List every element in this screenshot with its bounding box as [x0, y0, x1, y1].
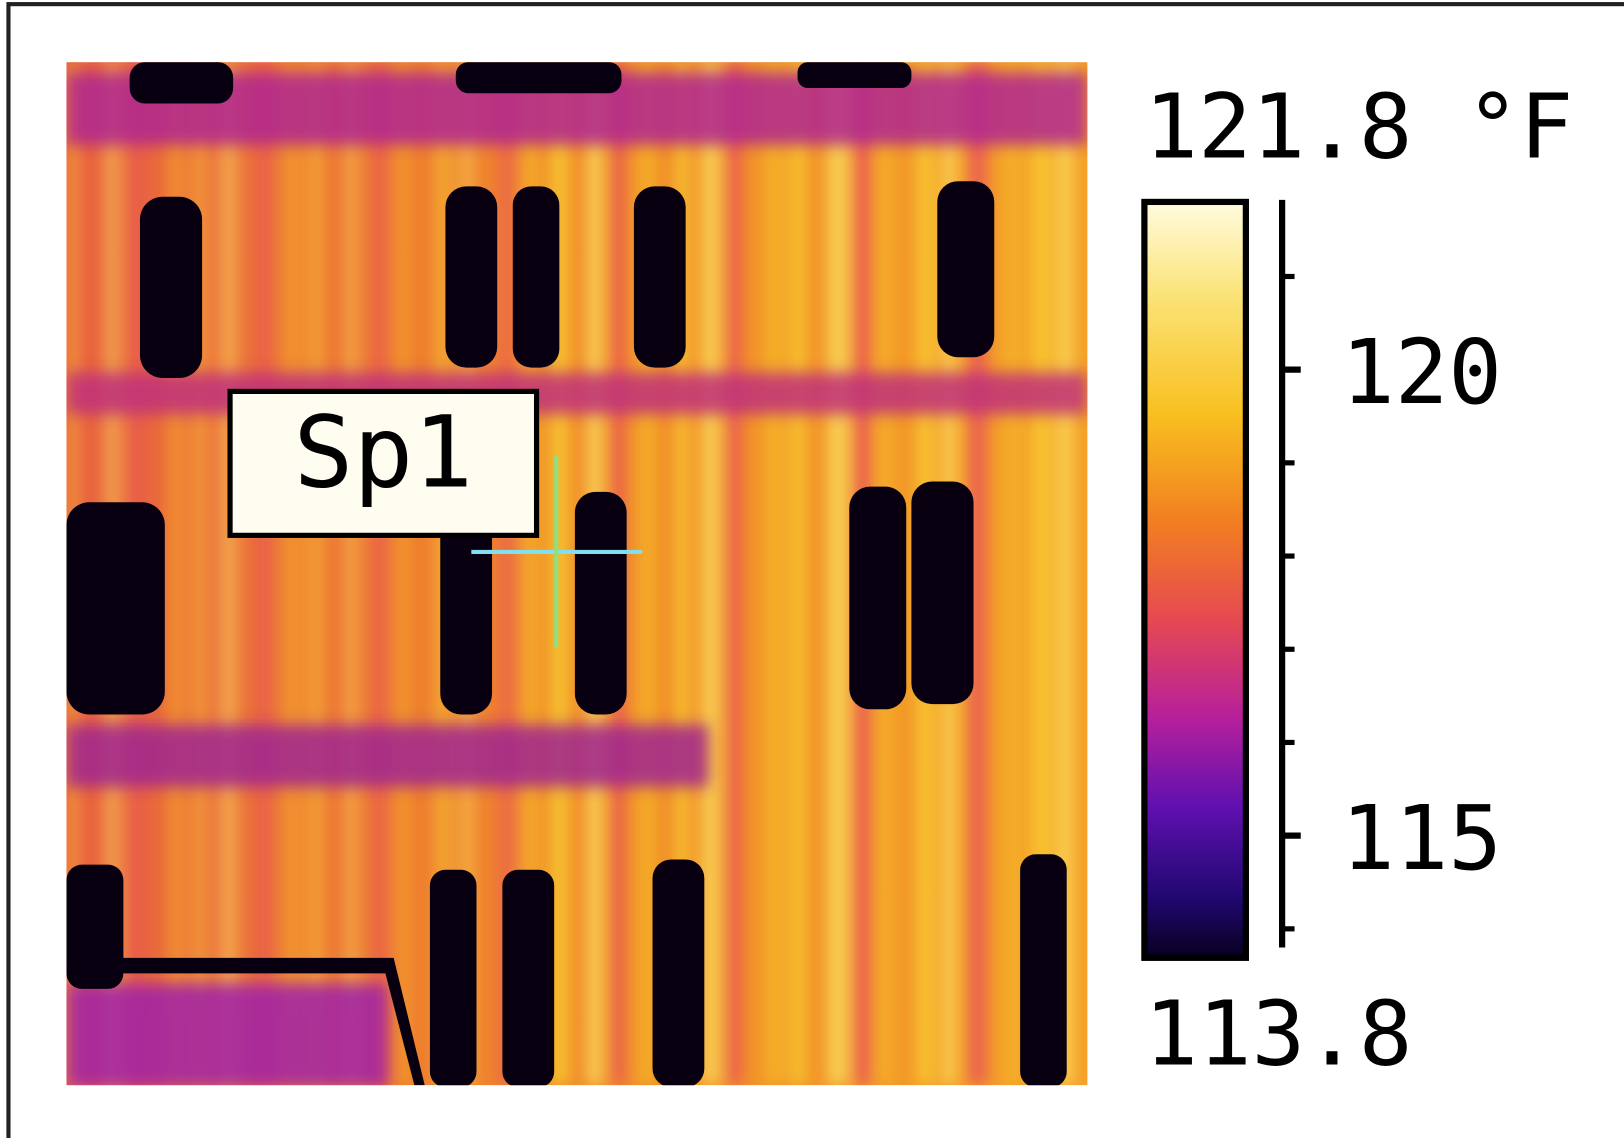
color-bar	[1141, 198, 1249, 961]
scale-max: 121.8 °F	[1144, 75, 1573, 179]
scale-min: 113.8	[1144, 982, 1412, 1086]
scale-tick-label: 115	[1341, 787, 1502, 891]
scale-tick-label: 120	[1341, 321, 1502, 425]
spot-label-box	[227, 388, 540, 538]
spot-label: Sp1	[294, 396, 474, 511]
thermal-image	[66, 62, 1088, 1086]
